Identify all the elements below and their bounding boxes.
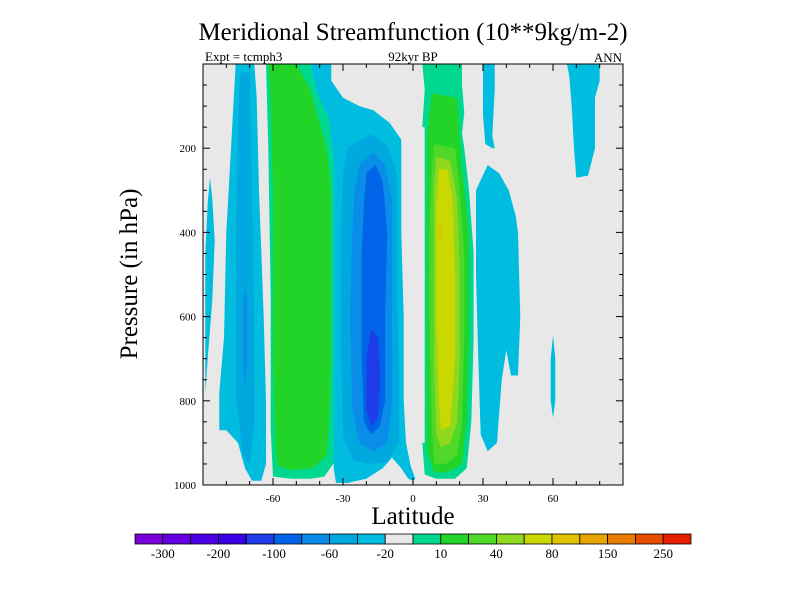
chart-subtitle-left: Expt = tcmph3 [205, 49, 282, 64]
contour-sh-hadley-l4 [366, 329, 381, 427]
contour-nh-midlat-outer [476, 165, 521, 452]
colorbar-swatch [329, 533, 358, 545]
y-tick-label: 1000 [174, 480, 197, 492]
x-axis-label: Latitude [371, 503, 454, 530]
contour-regions [205, 64, 600, 483]
x-tick-label: 0 [410, 493, 416, 505]
y-tick-label: 200 [180, 143, 197, 155]
contour-nh-hadley-core-spot [438, 224, 441, 241]
colorbar-swatch [217, 533, 247, 545]
contour-nh-midlat-tendril [483, 64, 495, 149]
colorbar-swatch [607, 533, 636, 545]
y-tick-label: 800 [180, 396, 197, 408]
colorbar-label: 80 [546, 546, 559, 561]
colorbar-swatch [551, 533, 581, 545]
x-tick-label: -60 [266, 493, 281, 505]
y-tick-label: 600 [180, 312, 197, 324]
colorbar-label: 10 [434, 546, 447, 561]
contour-nh-hadley-fringe-left [417, 127, 425, 443]
colorbar-swatch [523, 533, 553, 545]
colorbar-swatch [384, 533, 414, 545]
colorbar-label: 150 [598, 546, 618, 561]
colorbar-swatch [440, 533, 469, 545]
colorbar-label: -300 [151, 546, 175, 561]
contour-nh-hadley-l14 [436, 169, 455, 431]
contour-sh-polar-cell-core [242, 287, 248, 389]
y-tick-label: 400 [180, 227, 197, 239]
chart-subtitle-center: 92kyr BP [388, 49, 437, 64]
colorbar-swatch [468, 533, 497, 545]
colorbar-swatch [662, 533, 692, 545]
colorbar-swatch [190, 533, 219, 545]
y-axis-label: Pressure (in hPa) [116, 189, 143, 360]
chart-subtitle-right: ANN [594, 50, 623, 65]
contour-sh-polar-cell-mid [235, 72, 255, 464]
contour-sh-lowlat-thin-band [205, 177, 215, 393]
colorbar-swatch [579, 533, 608, 545]
colorbar-swatch [245, 533, 275, 545]
colorbar-swatch [356, 533, 386, 545]
x-tick-label: 60 [548, 493, 560, 505]
colorbar-swatch [412, 533, 442, 545]
x-tick-label: -30 [336, 493, 351, 505]
colorbar-label: -200 [206, 546, 230, 561]
chart-title: Meridional Streamfunction (10**9kg/m-2) [198, 19, 627, 46]
colorbar-swatch [162, 533, 192, 545]
colorbar-swatch [273, 533, 303, 545]
colorbar-swatch [495, 533, 525, 545]
axis-ticks: -60 -30 0 30 60 200 400 600 800 1000 [174, 64, 623, 505]
colorbar-label: -60 [321, 546, 338, 561]
colorbar-label: -100 [262, 546, 286, 561]
colorbar-swatch [134, 533, 164, 545]
contour-nh-polar-strip [567, 64, 600, 178]
contour-nh-small-isolated [550, 335, 556, 418]
colorbar-swatch [301, 533, 330, 545]
colorbar-label: -20 [377, 546, 394, 561]
colorbar-swatch [635, 533, 664, 545]
colorbar: -300 -200 -100 -60 -20 10 40 80 150 250 [134, 533, 692, 561]
colorbar-label: 250 [653, 546, 673, 561]
contour-ferrel-cell-core [268, 64, 332, 471]
x-tick-label: 30 [478, 493, 490, 505]
colorbar-label: 40 [490, 546, 503, 561]
